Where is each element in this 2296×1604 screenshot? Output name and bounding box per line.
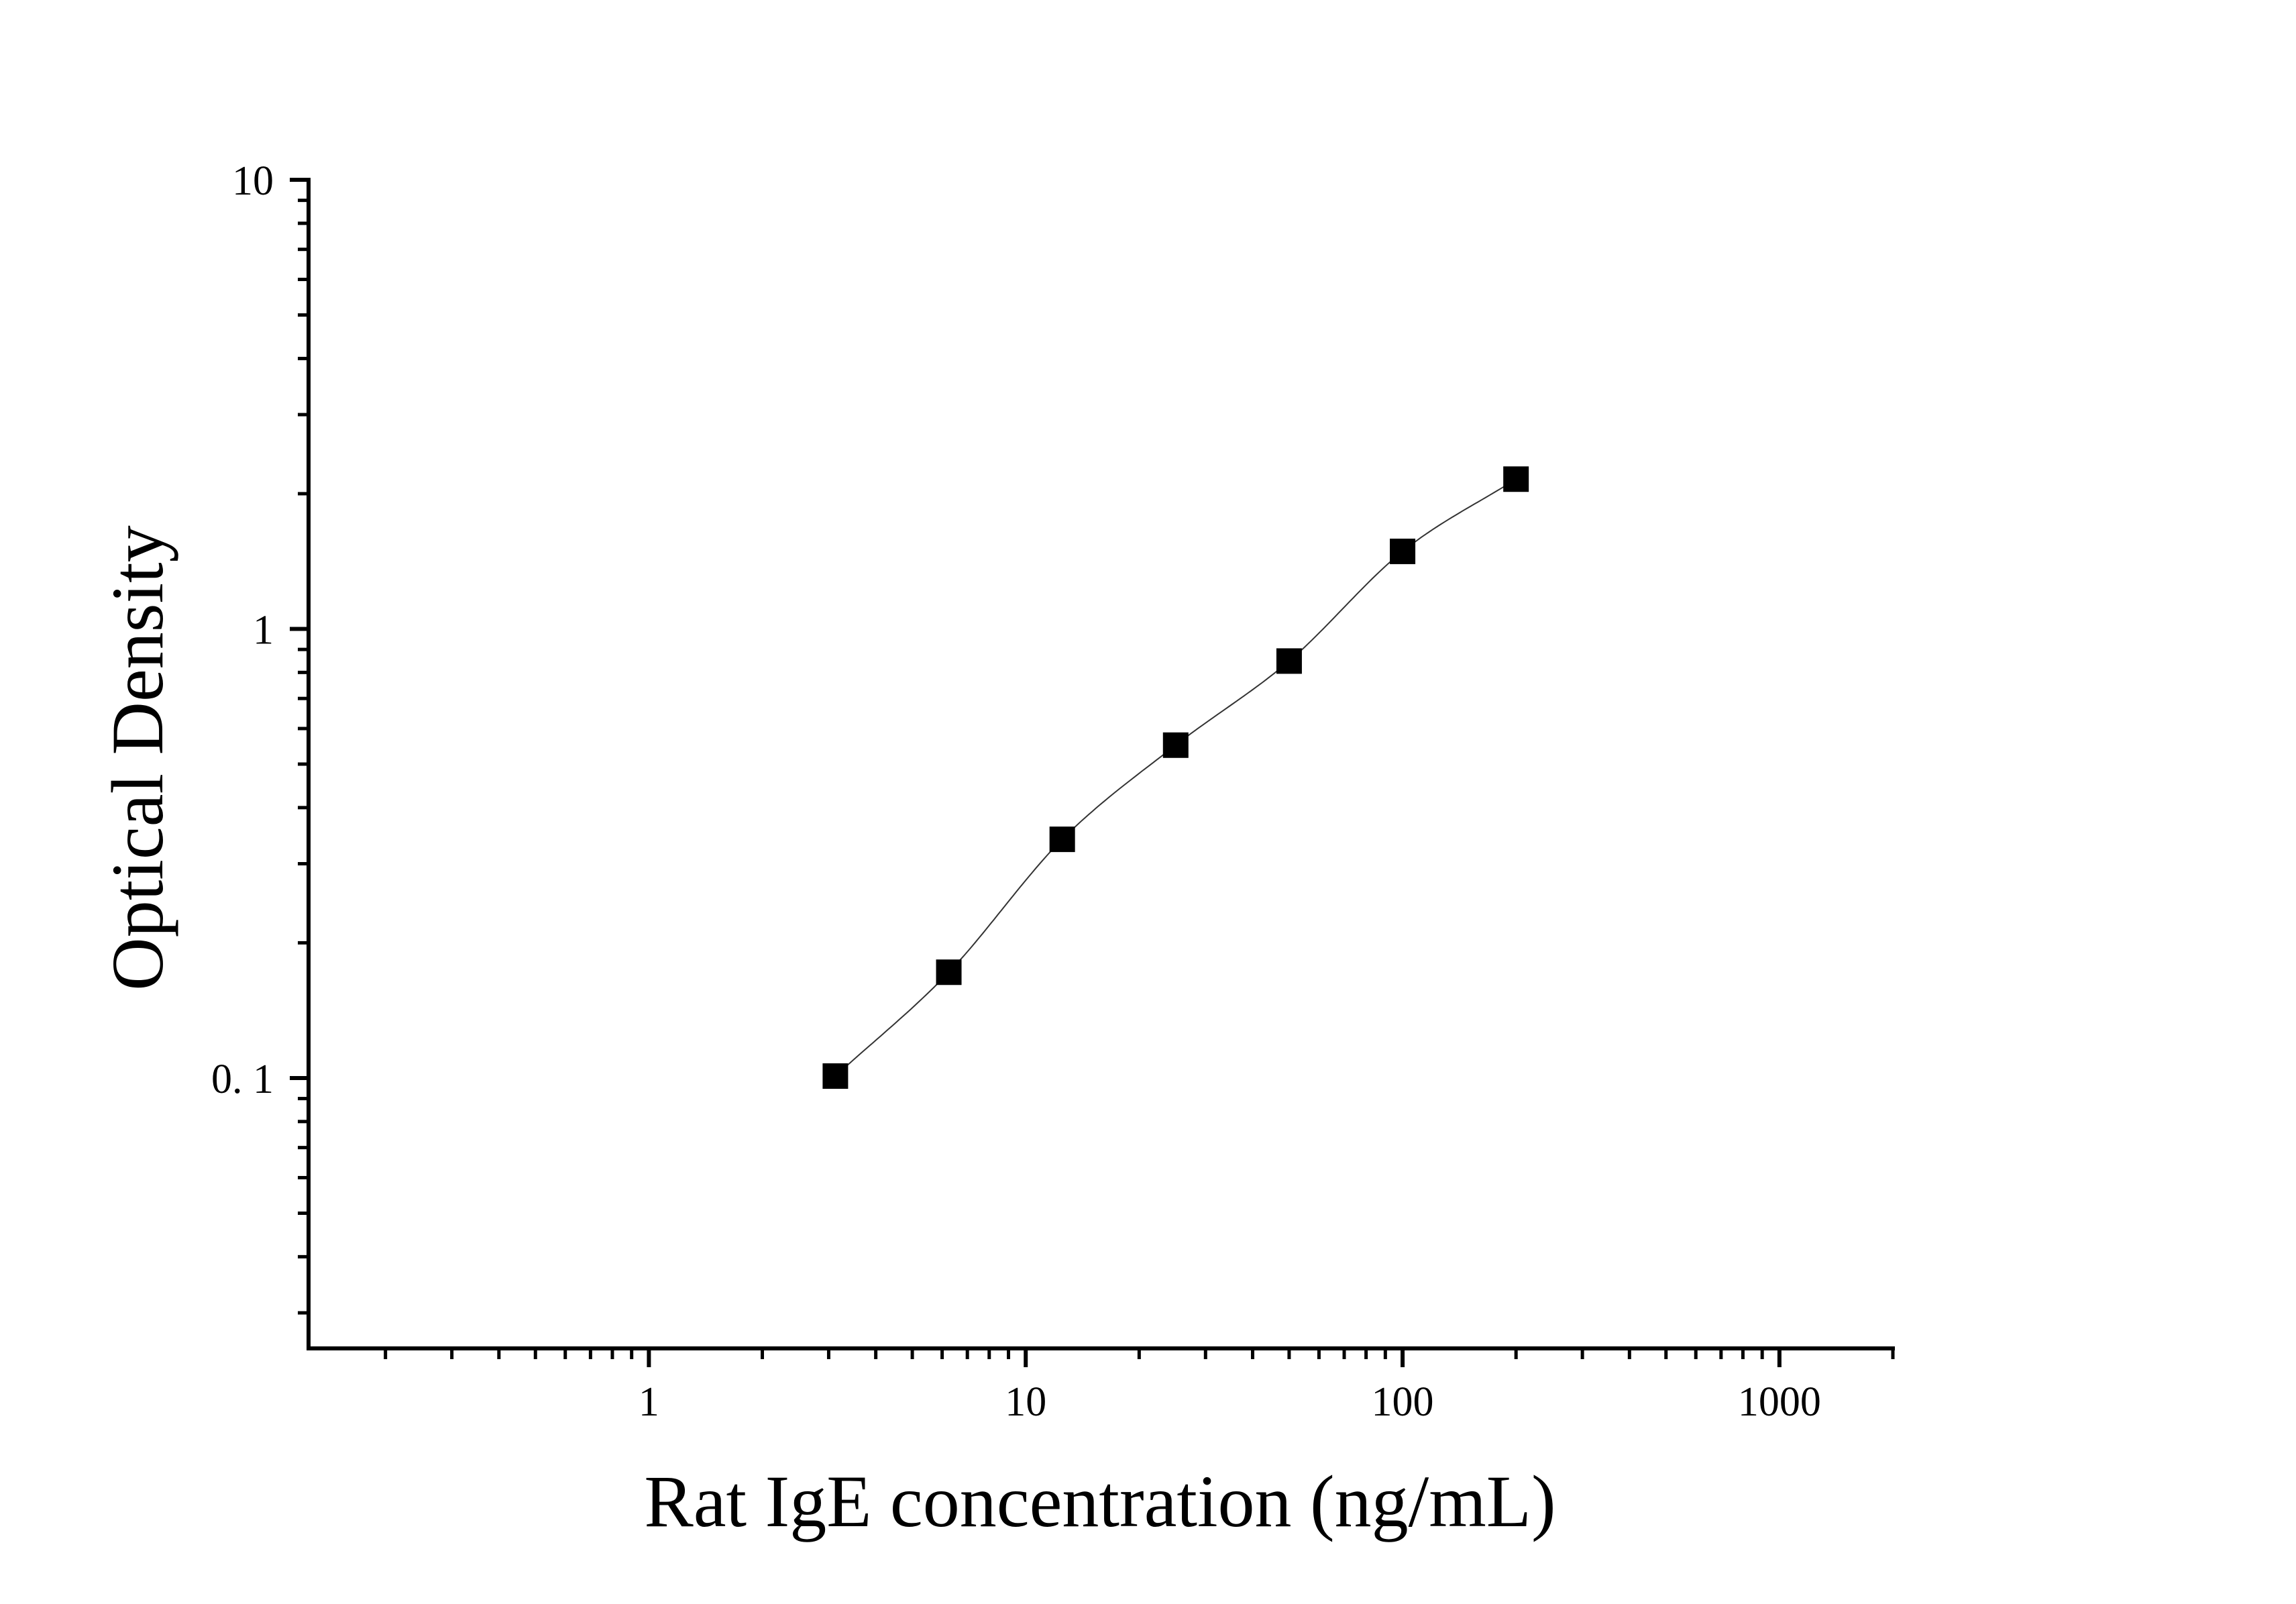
data-point <box>822 1063 849 1089</box>
x-axis-title: Rat IgE concentration (ng/mL) <box>644 1460 1555 1542</box>
x-tick-label: 1000 <box>1738 1379 1821 1425</box>
y-tick-label: 1 <box>253 607 274 653</box>
data-point <box>1503 466 1529 492</box>
x-tick-label: 1 <box>639 1379 659 1425</box>
y-axis-title: Optical Density <box>97 525 178 990</box>
data-point <box>1390 538 1416 564</box>
data-points <box>822 466 1529 1089</box>
axes <box>290 178 1895 1367</box>
data-point <box>1276 648 1302 674</box>
x-tick-label: 100 <box>1372 1379 1434 1425</box>
tick-labels: 1 10 100 1000 0. 1 1 10 <box>211 158 1821 1425</box>
data-point <box>1162 732 1189 758</box>
fit-curve-layer <box>823 478 1517 1087</box>
x-tick-label: 10 <box>1005 1379 1046 1425</box>
fit-curve <box>823 478 1517 1087</box>
data-point <box>1049 826 1075 853</box>
data-point <box>936 959 962 985</box>
y-tick-label: 10 <box>232 158 274 204</box>
y-tick-label: 0. 1 <box>211 1057 274 1102</box>
